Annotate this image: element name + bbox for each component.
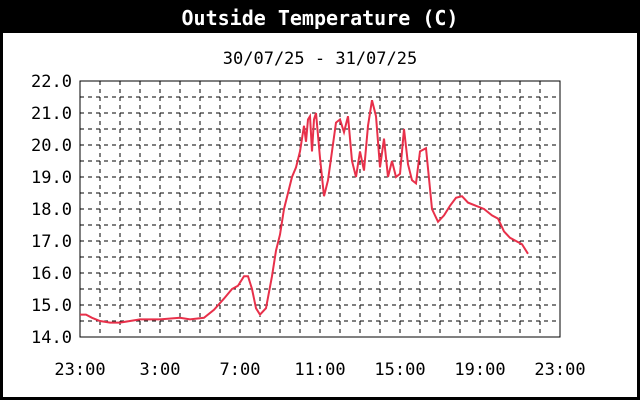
x-tick-label: 19:00 xyxy=(454,360,505,380)
x-tick-label: 23:00 xyxy=(54,360,105,380)
plot-frame xyxy=(79,80,561,338)
y-tick-label: 22.0 xyxy=(31,72,72,92)
y-tick-label: 15.0 xyxy=(31,296,72,316)
y-tick-label: 21.0 xyxy=(31,104,72,124)
y-tick-label: 14.0 xyxy=(31,328,72,348)
y-tick-label: 19.0 xyxy=(31,168,72,188)
x-axis-ticks: 23:00 3:00 7:00 11:00 15:00 19:00 23:00 xyxy=(54,360,585,380)
chart-panel xyxy=(3,33,637,397)
y-tick-label: 16.0 xyxy=(31,264,72,284)
chart-subtitle: 30/07/25 - 31/07/25 xyxy=(223,49,417,69)
chart-title: Outside Temperature (C) xyxy=(182,6,459,30)
y-tick-label: 18.0 xyxy=(31,200,72,220)
x-tick-label: 7:00 xyxy=(220,360,261,380)
y-tick-label: 17.0 xyxy=(31,232,72,252)
x-tick-label: 15:00 xyxy=(374,360,425,380)
x-tick-label: 11:00 xyxy=(294,360,345,380)
y-axis-ticks: 14.0 15.0 16.0 17.0 18.0 19.0 20.0 21.0 22.0 xyxy=(31,72,72,348)
x-tick-label: 23:00 xyxy=(534,360,585,380)
series-line-temperature xyxy=(80,99,529,324)
y-tick-label: 20.0 xyxy=(31,136,72,156)
x-tick-label: 3:00 xyxy=(140,360,181,380)
